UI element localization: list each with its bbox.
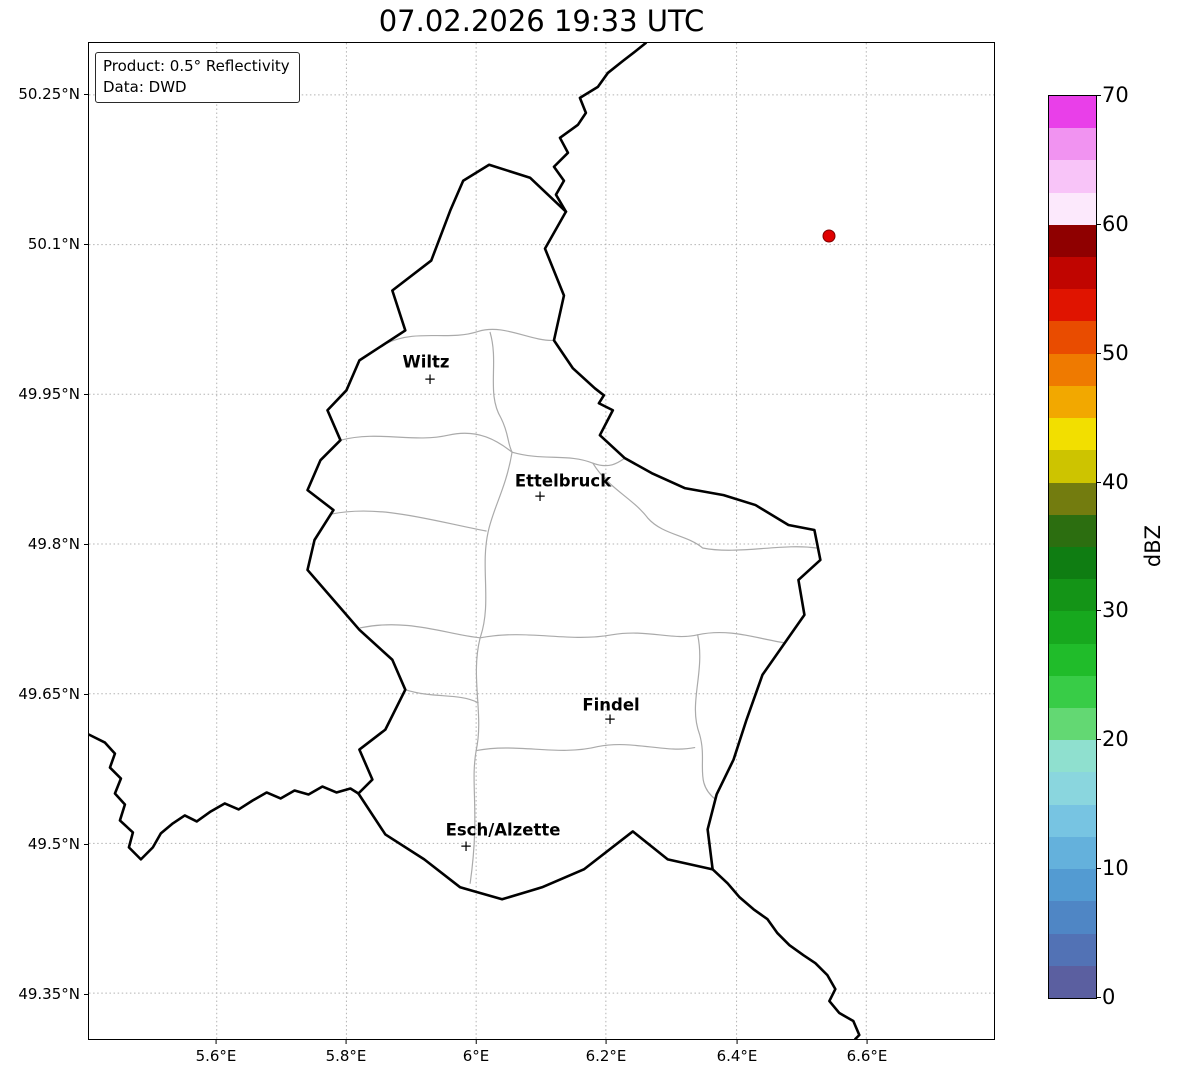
y-tick-label: 49.35°N — [0, 983, 88, 1005]
colorbar-segment — [1049, 95, 1096, 129]
x-tick-label: 6°E — [462, 1040, 490, 1065]
colorbar-segment — [1049, 385, 1096, 419]
colorbar-segment — [1049, 579, 1096, 612]
product-info-line2: Data: DWD — [103, 78, 187, 96]
y-tick-label: 49.65°N — [0, 683, 88, 705]
product-info-box: Product: 0.5° Reflectivity Data: DWD — [95, 52, 300, 103]
city-marker-icon: + — [603, 709, 617, 728]
radar-echo-marker — [822, 229, 836, 243]
graticule-grid — [89, 43, 994, 1039]
colorbar-segment — [1049, 256, 1096, 290]
colorbar-segment — [1049, 708, 1096, 741]
colorbar-tick-label: 40 — [1096, 470, 1129, 494]
colorbar-segment — [1049, 869, 1096, 902]
colorbar-tick-label: 10 — [1096, 856, 1129, 880]
colorbar-axis-label: dBZ — [1141, 524, 1165, 568]
x-tick-label: 5.6°E — [195, 1040, 237, 1065]
colorbar-segment — [1049, 965, 1096, 998]
colorbar-segment — [1049, 321, 1096, 354]
colorbar-segment — [1049, 933, 1096, 966]
colorbar-gradient — [1048, 95, 1097, 999]
colorbar-tick-label: 20 — [1096, 727, 1129, 751]
colorbar-tick-label: 0 — [1095, 985, 1116, 1009]
y-tick-label: 50.25°N — [0, 83, 88, 105]
colorbar-segment — [1049, 643, 1096, 676]
colorbar-tick-label: 30 — [1096, 598, 1129, 622]
city-label-wiltz: Wiltz — [402, 352, 450, 372]
luxembourg-border-path — [306, 163, 822, 901]
france-belgium-border-path — [89, 733, 360, 861]
colorbar-segment — [1049, 128, 1096, 161]
belgium-germany-border-path — [552, 43, 648, 213]
moselle-border-path — [711, 868, 861, 1039]
map-plot-area: Product: 0.5° Reflectivity Data: DWD — [88, 42, 995, 1040]
district-borders — [330, 328, 817, 884]
colorbar-segment — [1049, 804, 1096, 837]
colorbar-segment — [1049, 611, 1096, 644]
city-marker-icon: + — [533, 486, 547, 505]
colorbar-segment — [1049, 901, 1096, 934]
city-marker-icon: + — [423, 369, 437, 388]
y-tick-label: 49.8°N — [0, 533, 88, 555]
colorbar-segment — [1049, 353, 1096, 386]
y-tick-label: 49.95°N — [0, 383, 88, 405]
x-tick-label: 5.8°E — [325, 1040, 367, 1065]
city-marker-icon: + — [459, 836, 473, 855]
city-label-ettelbruck: Ettelbruck — [514, 471, 612, 491]
colorbar-segment — [1049, 772, 1096, 805]
colorbar-segment — [1049, 514, 1096, 547]
colorbar-segment — [1049, 740, 1096, 773]
colorbar-segment — [1049, 289, 1096, 322]
y-tick-label: 49.5°N — [0, 833, 88, 855]
national-borders — [89, 43, 861, 1039]
x-tick-label: 6.2°E — [585, 1040, 627, 1065]
colorbar-tick-label: 70 — [1096, 83, 1129, 107]
colorbar-segment — [1049, 836, 1096, 870]
colorbar-segment — [1049, 224, 1096, 257]
colorbar-tick-label: 50 — [1096, 341, 1129, 365]
map-canvas — [89, 43, 994, 1039]
colorbar-segment — [1049, 482, 1096, 515]
x-tick-label: 6.4°E — [716, 1040, 758, 1065]
figure-title: 07.02.2026 19:33 UTC — [378, 4, 705, 38]
city-label-esch-alzette: Esch/Alzette — [445, 820, 561, 840]
colorbar-segment — [1049, 450, 1096, 483]
colorbar-tick-label: 60 — [1096, 212, 1129, 236]
city-label-findel: Findel — [582, 695, 640, 715]
colorbar-segment — [1049, 192, 1096, 225]
colorbar-segment — [1049, 160, 1096, 193]
y-tick-label: 50.1°N — [0, 233, 88, 255]
product-info-line1: Product: 0.5° Reflectivity — [103, 57, 290, 75]
colorbar-segment — [1049, 675, 1096, 709]
colorbar-segment — [1049, 418, 1096, 451]
colorbar-segment — [1049, 546, 1096, 580]
x-tick-label: 6.6°E — [846, 1040, 888, 1065]
